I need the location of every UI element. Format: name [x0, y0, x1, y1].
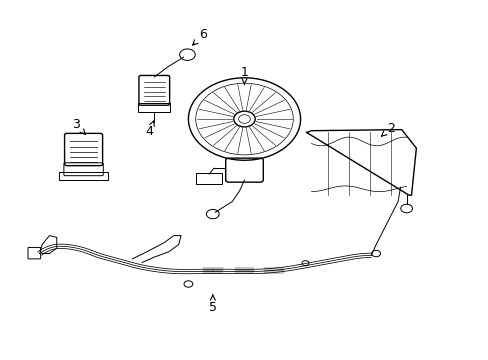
Text: 4: 4 — [145, 121, 154, 138]
Text: 2: 2 — [381, 122, 394, 136]
Text: 5: 5 — [208, 295, 216, 314]
Text: 6: 6 — [192, 28, 206, 45]
Text: 1: 1 — [240, 66, 248, 85]
Text: 3: 3 — [72, 118, 85, 134]
